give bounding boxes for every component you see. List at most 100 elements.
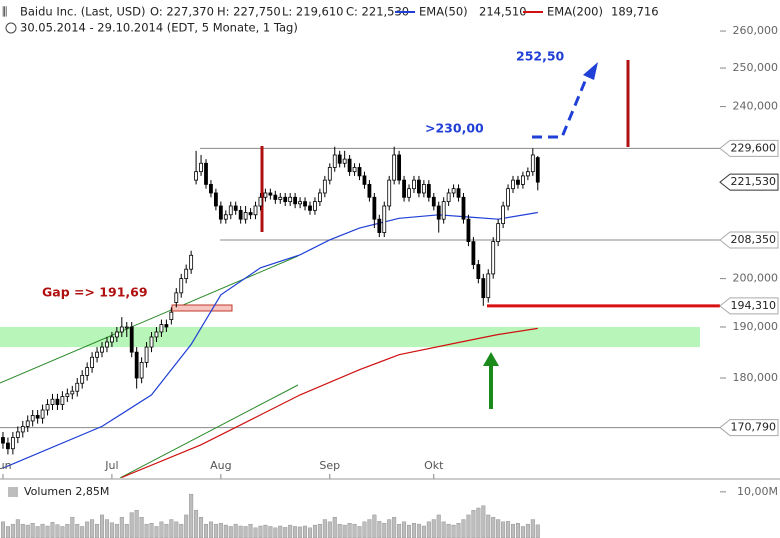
volume-bar <box>129 512 134 538</box>
arrow-head <box>483 352 499 366</box>
candle-body <box>436 205 441 220</box>
candle-body <box>273 194 278 200</box>
level-label: 194,310 <box>731 299 777 312</box>
candle-body <box>194 171 198 181</box>
volume-bar <box>218 523 223 538</box>
volume-bar <box>213 523 218 538</box>
volume-bar <box>144 523 149 538</box>
candle-body <box>332 154 337 168</box>
volume-bar <box>5 526 10 538</box>
x-tick-label: Sep <box>319 459 340 472</box>
candle-body <box>40 409 45 419</box>
volume-bar <box>119 517 124 538</box>
volume-bar <box>436 514 441 538</box>
y-tick-label: 250,000 <box>733 61 779 74</box>
volume-bar <box>243 526 248 538</box>
volume-bar <box>520 526 525 538</box>
candle-body <box>293 196 298 205</box>
volume-bar <box>25 524 30 538</box>
volume-bar <box>194 510 199 538</box>
candle-body <box>238 209 243 220</box>
volume-legend: Volumen 2,85M <box>24 485 109 498</box>
y-tick-label: 240,000 <box>733 100 779 113</box>
candle-body <box>327 167 332 181</box>
gap-box <box>171 304 233 312</box>
volume-bar <box>104 519 109 538</box>
candle-body <box>431 196 436 207</box>
candle-body <box>144 346 149 363</box>
candle-body <box>149 336 154 348</box>
candle-body <box>253 205 258 216</box>
volume-bar <box>55 524 60 538</box>
candle-body <box>105 341 109 348</box>
candle-body <box>407 188 411 198</box>
candle-body <box>110 336 114 343</box>
volume-bar <box>169 519 174 538</box>
volume-bar <box>511 523 516 538</box>
volume-bar <box>45 525 50 538</box>
volume-bar <box>476 507 481 538</box>
volume-bar <box>154 526 159 538</box>
low: L: 219,610 <box>282 5 344 19</box>
volume-bar <box>273 527 278 538</box>
candle-body <box>501 205 506 225</box>
level-label: 221,530 <box>731 175 777 188</box>
volume-bar <box>75 523 80 538</box>
x-tick-label: Jun <box>0 459 12 472</box>
volume-bar <box>461 519 466 538</box>
candle-body <box>426 183 431 198</box>
candle-body <box>214 192 218 207</box>
level-box <box>719 297 779 315</box>
volume-bar <box>491 517 496 538</box>
volume-bar <box>327 521 332 538</box>
x-tick-label: Okt <box>424 459 444 472</box>
candle-body <box>10 437 15 450</box>
candle-body <box>25 420 30 427</box>
candle-body <box>169 311 174 320</box>
breakout-label: >230,00 <box>425 121 484 136</box>
volume-bar <box>100 514 105 538</box>
candle-body <box>446 192 451 203</box>
volume-bar <box>50 522 55 538</box>
volume-bar <box>15 519 20 538</box>
candle-body <box>525 171 530 177</box>
gap-label: Gap => 191,69 <box>42 285 148 300</box>
candle-body <box>466 218 471 242</box>
candle-body <box>223 214 228 220</box>
candle-body <box>174 292 179 303</box>
candle-body <box>248 212 253 216</box>
legend-value: 189,716 <box>611 5 659 19</box>
volume-bar <box>362 521 367 538</box>
volume-bar <box>199 517 204 538</box>
volume-bar <box>481 505 486 538</box>
candle-body <box>134 351 139 379</box>
volume-bar <box>407 524 412 538</box>
volume-swatch <box>8 487 18 497</box>
candle-body <box>233 205 238 211</box>
volume-bar <box>253 527 258 538</box>
volume-bar <box>10 523 15 538</box>
candle-body <box>65 393 70 397</box>
candle-body <box>228 205 233 216</box>
volume-bar <box>402 521 407 538</box>
volume-bar <box>446 523 451 538</box>
level-label: 208,350 <box>731 233 777 246</box>
candle-body <box>506 188 510 207</box>
candle-body <box>243 212 248 220</box>
volume-bar <box>421 525 426 538</box>
title: Baidu Inc. (Last, USD) <box>20 5 146 19</box>
volume-bar <box>317 523 322 538</box>
candle-body <box>530 154 535 173</box>
candle-body <box>397 154 402 181</box>
candle-body <box>6 442 10 450</box>
volume-bar <box>312 524 317 538</box>
volume-bar <box>30 523 35 538</box>
volume-bar <box>228 526 233 538</box>
volume-bar <box>451 524 456 538</box>
volume-bar <box>233 523 238 538</box>
candle-body <box>521 175 525 185</box>
volume-bar <box>342 524 347 538</box>
volume-bar <box>307 527 312 538</box>
volume-bar <box>223 524 228 538</box>
candle-body <box>347 158 352 173</box>
